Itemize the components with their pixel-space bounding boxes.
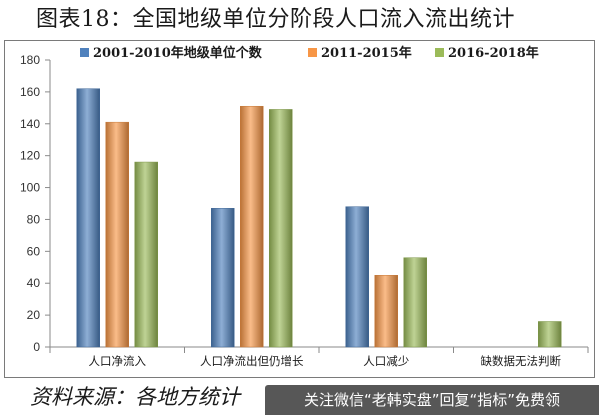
x-category-label: 人口净流入 — [89, 354, 147, 368]
x-category-label: 缺数据无法判断 — [481, 354, 562, 368]
y-tick-label: 140 — [20, 117, 40, 131]
y-tick-label: 160 — [20, 85, 40, 99]
bar-chart: 0 20 40 60 80 100 120 140 160 180 人口净流入 人口净流出但仍增长 人口… — [5, 41, 594, 377]
watermark-banner: 关注微信“老韩实盘”回复“指标”免费领 — [265, 385, 599, 415]
bar — [538, 321, 561, 347]
y-tick-label: 80 — [27, 212, 41, 226]
y-tick-label: 40 — [27, 276, 41, 290]
y-tick-label: 120 — [20, 149, 40, 163]
y-tick-label: 180 — [20, 53, 40, 67]
legend-label: 2001-2010年地级单位个数 — [93, 45, 263, 61]
bar — [135, 162, 158, 347]
legend-label: 2016-2018年 — [448, 45, 539, 61]
bar — [211, 208, 234, 347]
x-category-label: 人口净流出但仍增长 — [200, 354, 304, 368]
source-note: 资料来源：各地方统计 — [30, 380, 240, 415]
y-tick-label: 20 — [27, 308, 41, 322]
bar — [346, 207, 369, 347]
legend-label: 2011-2015年 — [321, 45, 412, 61]
y-tick-label: 60 — [27, 244, 41, 258]
bar — [269, 109, 292, 347]
bar — [77, 89, 100, 347]
chart-frame: 0 20 40 60 80 100 120 140 160 180 人口净流入 人口净流出但仍增长 人口… — [4, 40, 595, 378]
bar — [106, 122, 129, 347]
legend-swatch — [80, 48, 89, 57]
y-tick-label: 0 — [33, 340, 40, 354]
y-tick-label: 100 — [20, 181, 40, 195]
legend-swatch — [308, 48, 317, 57]
bar — [240, 106, 263, 347]
bar — [375, 275, 398, 347]
legend-swatch — [435, 48, 444, 57]
bar — [404, 258, 427, 347]
figure-title: 图表18：全国地级单位分阶段人口流入流出统计 — [0, 0, 599, 40]
x-category-label: 人口减少 — [363, 354, 409, 368]
